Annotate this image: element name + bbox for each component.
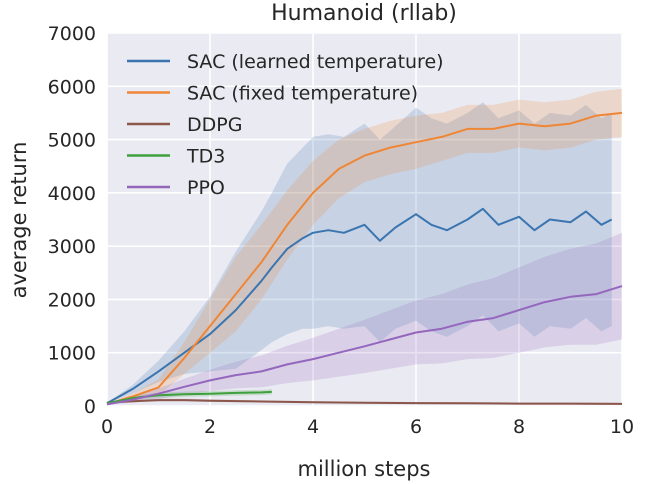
y-tick-labels: 0 1000 2000 3000 4000 5000 6000 7000 bbox=[48, 23, 96, 418]
x-tick-label: 2 bbox=[204, 416, 216, 438]
series-line bbox=[106, 285, 623, 406]
series-line bbox=[106, 111, 623, 405]
y-axis-label: average return bbox=[7, 142, 31, 299]
series-band bbox=[107, 232, 622, 405]
x-tick-label: 8 bbox=[513, 416, 525, 438]
legend-label: SAC (fixed temperature) bbox=[187, 83, 418, 105]
legend-label: SAC (learned temperature) bbox=[187, 51, 444, 73]
series-line bbox=[106, 399, 623, 405]
grid bbox=[106, 32, 623, 407]
x-axis-label: million steps bbox=[298, 457, 431, 481]
legend: SAC (learned temperature) SAC (fixed temp… bbox=[127, 51, 444, 199]
legend-label: TD3 bbox=[186, 146, 225, 168]
y-tick-label: 2000 bbox=[48, 289, 96, 311]
series-band bbox=[107, 102, 612, 404]
series-line bbox=[106, 207, 613, 405]
y-tick-label: 3000 bbox=[48, 236, 96, 258]
chart-title: Humanoid (rllab) bbox=[271, 1, 457, 26]
series-lines bbox=[106, 111, 623, 406]
x-tick-label: 0 bbox=[101, 416, 113, 438]
y-tick-label: 0 bbox=[84, 396, 96, 418]
y-tick-label: 4000 bbox=[48, 183, 96, 205]
x-tick-label: 4 bbox=[307, 416, 319, 438]
x-tick-label: 6 bbox=[410, 416, 422, 438]
y-tick-label: 7000 bbox=[48, 23, 96, 45]
y-tick-label: 1000 bbox=[48, 343, 96, 365]
y-tick-label: 6000 bbox=[48, 76, 96, 98]
x-tick-labels: 0 2 4 6 8 10 bbox=[101, 416, 634, 438]
series-band bbox=[107, 88, 622, 404]
y-tick-label: 5000 bbox=[48, 130, 96, 152]
legend-label: DDPG bbox=[187, 114, 242, 136]
legend-label: PPO bbox=[187, 177, 225, 199]
x-tick-label: 10 bbox=[610, 416, 634, 438]
series-line bbox=[106, 390, 272, 405]
plot-background bbox=[107, 33, 622, 406]
